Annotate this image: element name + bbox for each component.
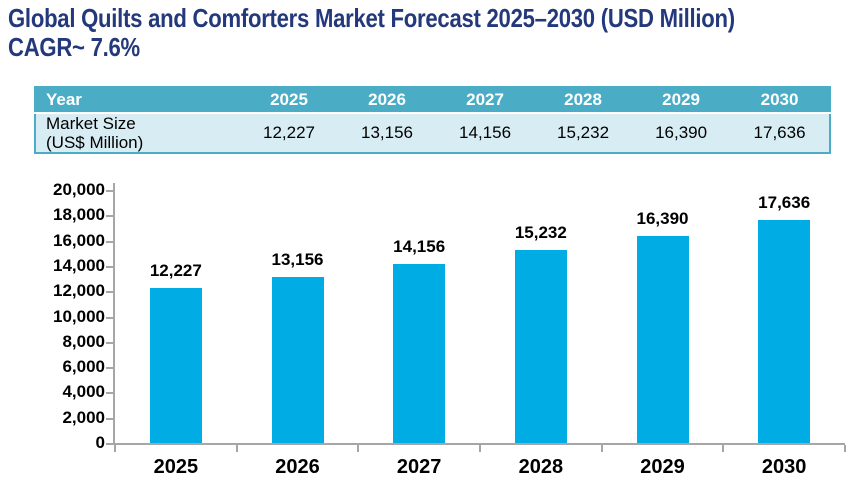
y-axis-label: 8,000 [62, 331, 105, 351]
table-header-2030: 2030 [730, 87, 830, 114]
table-header-2028: 2028 [534, 87, 633, 114]
bar-2030 [758, 219, 811, 443]
x-axis-label: 2025 [153, 456, 199, 478]
y-axis-tick [106, 265, 113, 268]
table-header-2026: 2026 [338, 87, 437, 114]
y-axis-tick [106, 291, 113, 294]
x-axis-tick [235, 445, 238, 452]
bar-2026 [271, 276, 324, 443]
y-axis-tick [106, 443, 113, 445]
title-line-2: CAGR~ 7.6% [8, 32, 140, 62]
bar-value-label: 16,390 [636, 208, 689, 228]
bar-2029 [636, 235, 689, 443]
table-header-row: Year 2025 2026 2027 2028 2029 2030 [35, 87, 830, 114]
table-header-year: Year [35, 87, 240, 114]
table-value-2030: 17,636 [730, 113, 830, 153]
x-axis-tick [357, 445, 360, 452]
y-axis-tick [106, 367, 113, 370]
table-value-2028: 15,232 [534, 113, 633, 153]
x-axis-label: 2027 [396, 456, 442, 478]
bar-2027 [393, 263, 446, 443]
table-header-2029: 2029 [632, 87, 731, 114]
y-axis-tick [106, 240, 113, 243]
y-axis-label: 12,000 [53, 281, 105, 301]
x-axis-label: 2026 [275, 456, 320, 478]
x-axis-tick [114, 445, 116, 452]
y-axis-label: 0 [95, 433, 105, 452]
y-axis-label: 10,000 [53, 306, 105, 326]
forecast-table: Year 2025 2026 2027 2028 2029 2030 Market Size… [34, 86, 831, 154]
bar-value-label: 14,156 [393, 236, 446, 256]
y-axis-tick [106, 392, 113, 395]
y-axis-label: 20,000 [53, 180, 105, 199]
title-line-1: Global Quilts and Comforters Market Fore… [8, 3, 735, 33]
bar-2028 [514, 250, 567, 443]
y-axis-label: 4,000 [62, 382, 105, 402]
y-axis-tick [106, 316, 113, 319]
y-axis-label: 16,000 [53, 230, 105, 250]
table-row-label: Market Size (US$ Million) [35, 113, 240, 153]
x-axis-tick [600, 445, 603, 452]
y-axis-label: 2,000 [62, 407, 105, 427]
y-axis-label: 14,000 [53, 255, 105, 275]
bar-2025 [149, 288, 202, 443]
y-axis-tick [106, 341, 113, 344]
row-label-line-1: Market Size [46, 114, 136, 133]
table-value-2029: 16,390 [632, 113, 731, 153]
y-axis-label: 18,000 [53, 205, 105, 225]
y-axis-tick [106, 190, 113, 192]
x-axis-tick [844, 445, 846, 452]
bar-value-label: 13,156 [271, 249, 324, 269]
table-header-2027: 2027 [436, 87, 535, 114]
y-axis-tick [106, 417, 113, 420]
table-value-2027: 14,156 [436, 113, 535, 153]
table-value-2026: 13,156 [338, 113, 437, 153]
x-axis-tick [479, 445, 481, 452]
x-axis-line [115, 443, 845, 445]
table-value-2025: 12,227 [240, 113, 339, 153]
x-axis-label: 2029 [640, 456, 685, 478]
x-axis-label: 2030 [761, 456, 807, 478]
y-axis-line [113, 183, 115, 445]
y-axis-label: 6,000 [62, 357, 105, 377]
y-axis-tick [106, 215, 113, 218]
bar-value-label: 12,227 [149, 261, 202, 281]
bar-value-label: 17,636 [758, 192, 811, 212]
bar-value-label: 15,232 [514, 223, 567, 243]
page-title: Global Quilts and Comforters Market Fore… [8, 4, 735, 62]
table-data-row: Market Size (US$ Million) 12,227 13,156 14,1… [35, 113, 830, 153]
row-label-line-2: (US$ Million) [46, 133, 144, 152]
x-axis-label: 2028 [518, 456, 564, 478]
bar-chart: 0 2,000 4,000 6,000 8,000 10,000 12,000 14,000 1… [0, 175, 852, 486]
x-axis-tick [722, 445, 725, 452]
table-header-2025: 2025 [240, 87, 339, 114]
